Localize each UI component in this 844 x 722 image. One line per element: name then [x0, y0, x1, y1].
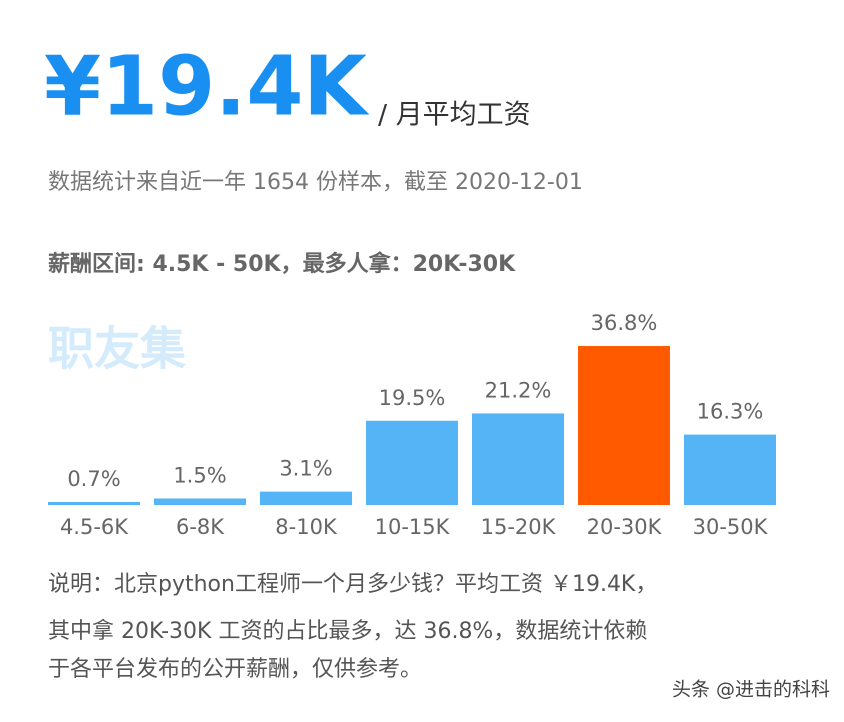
salary-range: 薪酬区间: 4.5K - 50K，最多人拿：20K-30K [48, 251, 516, 277]
note-line: 说明：北京python工程师一个月多少钱？平均工资 ￥19.4K， [48, 572, 657, 597]
value-label: 36.8% [591, 311, 658, 335]
bar [472, 413, 564, 505]
category-label: 30-50K [693, 515, 769, 539]
bar [684, 434, 776, 505]
category-label: 6-8K [176, 515, 225, 539]
value-label: 3.1% [279, 457, 332, 481]
value-label: 1.5% [173, 464, 226, 488]
bar [154, 498, 246, 505]
value-label: 0.7% [67, 467, 120, 491]
category-label: 8-10K [275, 515, 338, 539]
category-label: 20-30K [587, 515, 663, 539]
category-label: 15-20K [481, 515, 557, 539]
source-note: 数据统计来自近一年 1654 份样本，截至 2020-12-01 [48, 170, 583, 195]
category-label: 10-15K [375, 515, 451, 539]
value-label: 16.3% [697, 400, 764, 424]
value-label: 19.5% [379, 386, 446, 410]
category-label: 4.5-6K [60, 515, 129, 539]
value-label: 21.2% [485, 378, 552, 402]
note-line: 于各平台发布的公开薪酬，仅供参考。 [48, 657, 422, 682]
bar [578, 346, 670, 505]
salary-unit: / 月平均工资 [378, 100, 531, 131]
bar [366, 420, 458, 505]
average-salary: ¥19.4K [44, 39, 370, 134]
bar [260, 491, 352, 505]
watermark: 职友集 [48, 322, 186, 376]
bar [48, 501, 140, 505]
credit: 头条 @进击的科科 [672, 679, 830, 701]
note-line: 其中拿 20K-30K 工资的占比最多，达 36.8%，数据统计依赖 [48, 618, 647, 644]
